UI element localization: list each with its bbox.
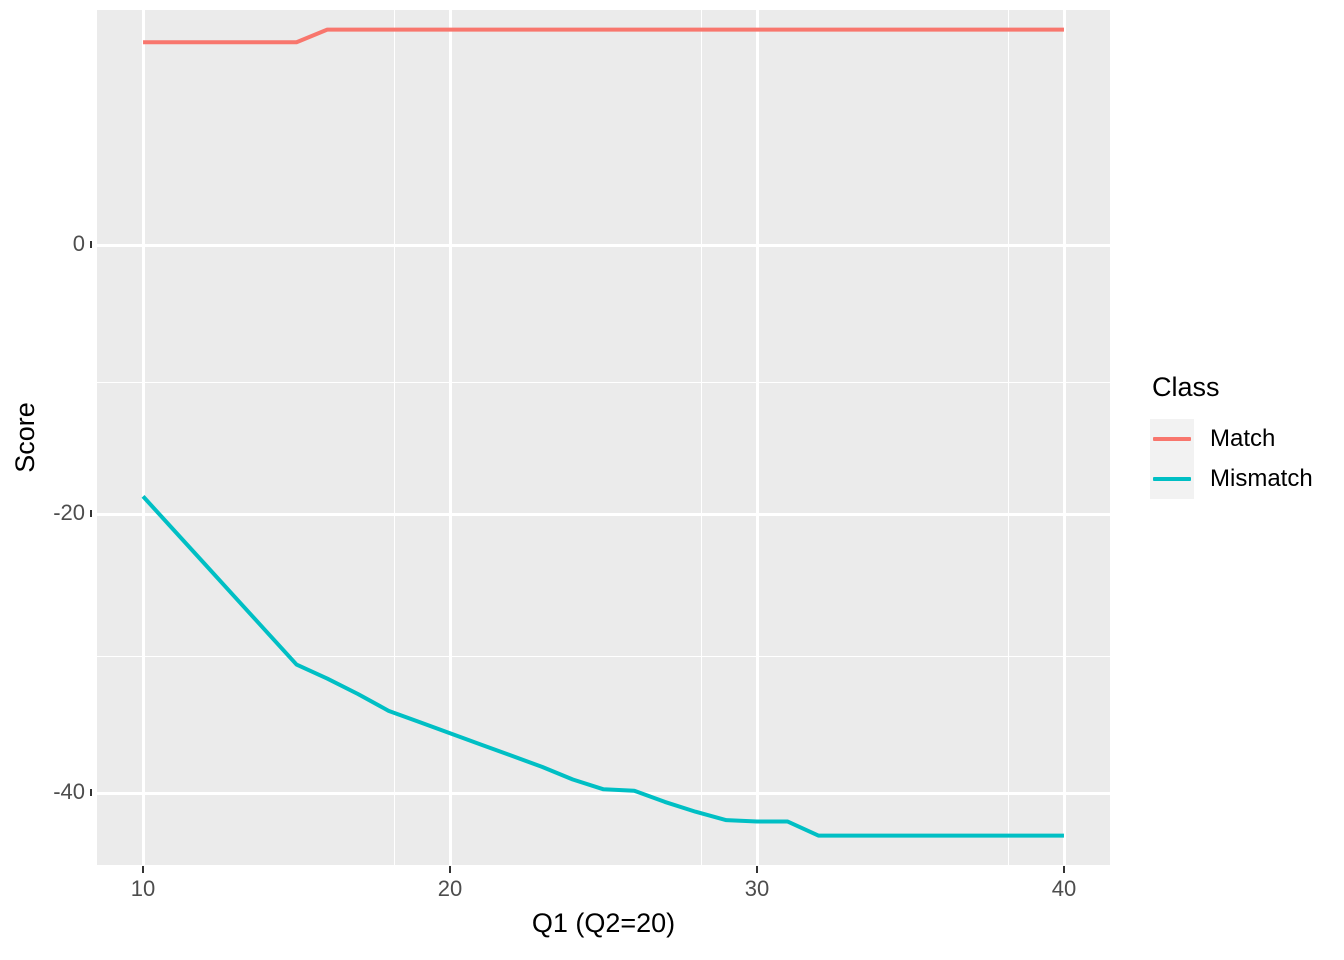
legend-label-match: Match: [1210, 425, 1276, 452]
x-axis-title: Q1 (Q2=20): [531, 908, 676, 938]
gridline-major-y--20: [97, 512, 1110, 516]
gridline-major-y-0: [97, 243, 1110, 247]
legend: Class Match Mismatch: [1150, 372, 1340, 499]
xtick-label-30: 30: [744, 876, 770, 901]
xtick-label-20: 20: [437, 876, 463, 901]
plot-panel: [97, 10, 1110, 865]
ytick-label--20: -20: [53, 500, 85, 525]
xtick-mark-40: [1063, 866, 1065, 873]
y-axis-title: Score: [10, 402, 40, 473]
gridline-minor-x-15: [393, 10, 395, 865]
gridline-major-x-40: [1062, 10, 1066, 865]
ytick-mark--20: [90, 509, 92, 517]
gridline-minor-y-30: [97, 655, 1110, 657]
gridline-major-x-20: [448, 10, 452, 865]
legend-label-mismatch: Mismatch: [1210, 465, 1313, 492]
line-series-mismatch: [141, 495, 1064, 838]
xtick-mark-20: [449, 866, 451, 873]
legend-title: Class: [1152, 372, 1220, 402]
legend-key-mismatch: [1150, 459, 1194, 499]
legend-item-match[interactable]: Match: [1150, 419, 1340, 459]
gridline-major-x-30: [755, 10, 759, 865]
legend-line-swatch-mismatch: [1153, 477, 1191, 481]
ytick-label-0: 0: [72, 231, 85, 256]
line-series-match: [143, 27, 1064, 45]
legend-line-swatch-match: [1153, 437, 1191, 441]
ytick-mark--40: [90, 788, 92, 796]
legend-key-match: [1150, 419, 1194, 459]
gridline-minor-x-35: [1007, 10, 1009, 865]
ytick-mark-0: [90, 240, 92, 248]
series-lines: [141, 27, 1064, 838]
xtick-label-40: 40: [1051, 876, 1077, 901]
legend-item-mismatch[interactable]: Mismatch: [1150, 459, 1340, 499]
gridline-minor-x-25: [700, 10, 702, 865]
xtick-label-10: 10: [130, 876, 156, 901]
gridline-major-x-10: [141, 10, 145, 865]
xtick-mark-10: [142, 866, 144, 873]
gridline-major-y--40: [97, 791, 1110, 795]
ytick-label--40: -40: [53, 779, 85, 804]
gridline-minor-y-10: [97, 381, 1110, 383]
xtick-mark-30: [756, 866, 758, 873]
